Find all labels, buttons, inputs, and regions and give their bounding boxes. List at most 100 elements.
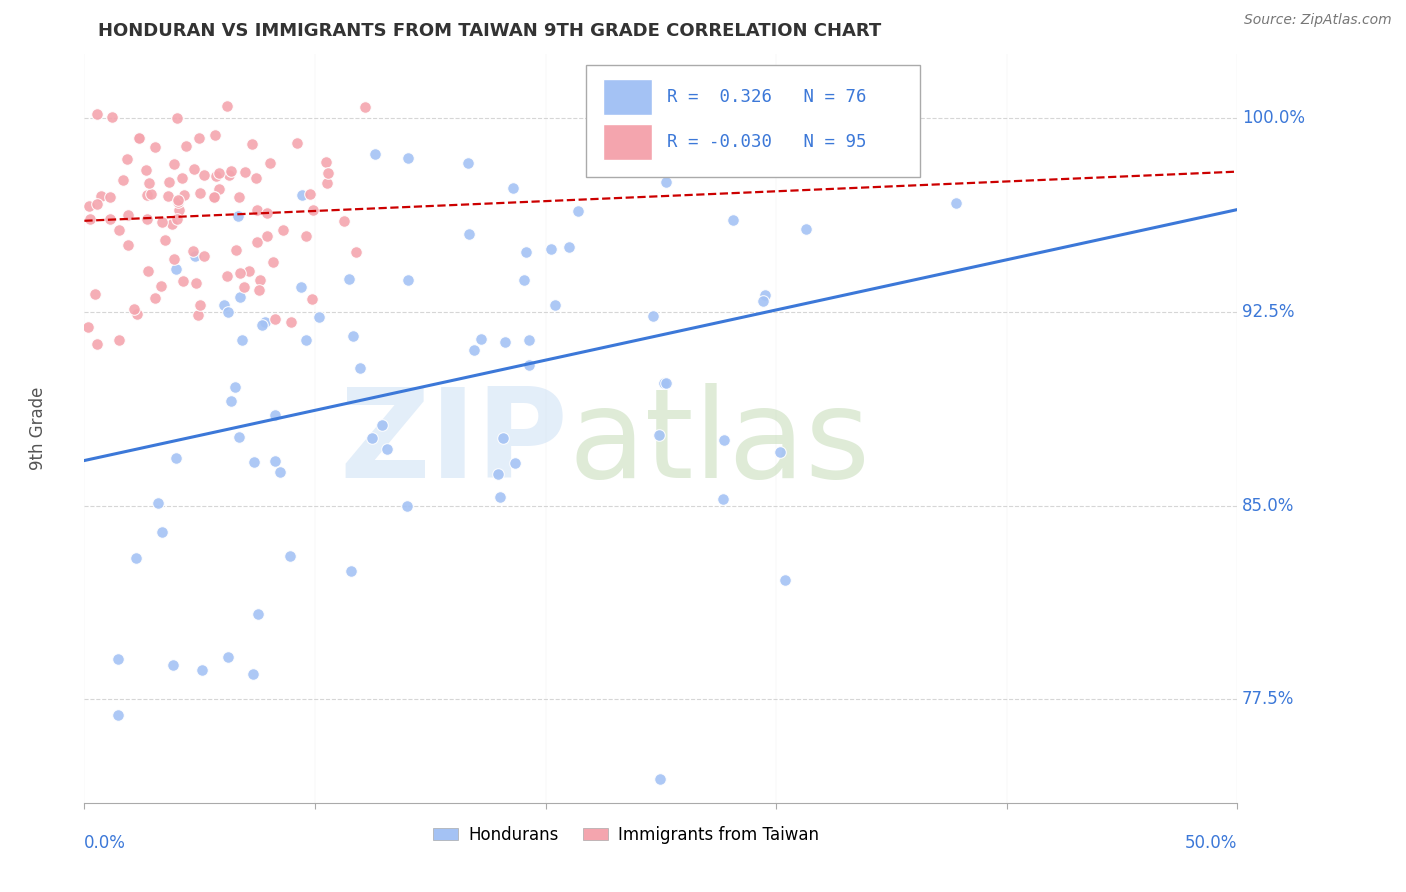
Point: [124, 551, 146, 566]
Point: [150, 279, 173, 293]
Point: [752, 293, 775, 308]
Point: [278, 549, 301, 563]
Point: [295, 228, 318, 243]
Point: [156, 188, 179, 202]
Point: [713, 434, 735, 448]
Point: [269, 465, 291, 479]
Point: [246, 202, 269, 217]
Point: [204, 128, 226, 142]
Text: 100.0%: 100.0%: [1241, 109, 1305, 128]
Text: atlas: atlas: [568, 383, 870, 504]
Point: [225, 244, 247, 258]
Point: [79, 212, 101, 227]
Point: [711, 491, 734, 506]
Point: [769, 445, 792, 459]
Point: [202, 190, 225, 204]
Point: [143, 291, 166, 305]
Point: [176, 139, 198, 153]
Point: [295, 333, 318, 347]
Point: [204, 190, 226, 204]
Text: Source: ZipAtlas.com: Source: ZipAtlas.com: [1244, 13, 1392, 28]
Point: [117, 238, 139, 252]
Point: [208, 166, 231, 180]
Point: [136, 188, 159, 202]
Point: [945, 195, 967, 210]
Point: [256, 229, 278, 244]
Point: [246, 235, 269, 250]
Point: [229, 290, 252, 304]
Point: [111, 173, 134, 187]
Point: [224, 380, 246, 394]
Point: [290, 280, 312, 294]
Point: [150, 524, 173, 539]
Point: [138, 264, 160, 278]
Point: [115, 152, 138, 166]
Point: [344, 244, 367, 259]
Text: 77.5%: 77.5%: [1241, 690, 1295, 708]
Point: [128, 131, 150, 145]
Point: [544, 297, 567, 311]
Point: [208, 182, 231, 196]
Point: [243, 455, 266, 469]
Point: [219, 163, 242, 178]
Point: [107, 333, 129, 347]
Point: [342, 329, 364, 343]
Point: [167, 195, 190, 210]
Point: [515, 245, 537, 260]
Point: [486, 467, 509, 481]
Point: [86, 337, 108, 351]
Point: [150, 215, 173, 229]
Point: [181, 244, 204, 259]
Point: [173, 187, 195, 202]
Point: [517, 333, 540, 347]
Point: [259, 155, 281, 169]
Point: [233, 165, 256, 179]
Point: [146, 496, 169, 510]
Point: [503, 456, 526, 470]
Point: [170, 171, 193, 186]
Point: [163, 157, 186, 171]
Point: [166, 111, 188, 125]
Point: [773, 573, 796, 587]
Point: [567, 204, 589, 219]
Point: [396, 500, 419, 514]
Point: [193, 168, 215, 182]
Point: [139, 186, 162, 201]
Point: [98, 211, 121, 226]
Point: [247, 283, 270, 297]
Point: [354, 100, 377, 114]
Point: [254, 315, 277, 329]
Point: [316, 166, 339, 180]
Text: 85.0%: 85.0%: [1241, 497, 1295, 515]
Point: [492, 431, 515, 445]
Point: [249, 273, 271, 287]
Point: [557, 240, 579, 254]
Point: [652, 376, 675, 391]
Text: ZIP: ZIP: [340, 383, 568, 504]
Point: [143, 140, 166, 154]
Point: [252, 318, 274, 332]
Point: [540, 242, 562, 256]
Text: 9th Grade: 9th Grade: [30, 386, 48, 470]
Point: [218, 168, 240, 182]
Point: [165, 261, 187, 276]
Point: [285, 136, 308, 151]
Text: 92.5%: 92.5%: [1241, 303, 1295, 321]
Point: [217, 649, 239, 664]
Point: [298, 187, 321, 202]
Point: [375, 442, 398, 456]
Point: [86, 107, 108, 121]
Point: [256, 206, 278, 220]
Point: [128, 130, 150, 145]
Point: [470, 332, 492, 346]
Point: [219, 394, 242, 409]
Point: [494, 335, 516, 350]
Text: R = -0.030   N = 95: R = -0.030 N = 95: [666, 133, 866, 151]
Point: [90, 188, 112, 202]
Point: [162, 657, 184, 672]
Point: [240, 137, 263, 152]
Text: HONDURAN VS IMMIGRANTS FROM TAIWAN 9TH GRADE CORRELATION CHART: HONDURAN VS IMMIGRANTS FROM TAIWAN 9TH G…: [98, 22, 882, 40]
Point: [172, 274, 194, 288]
Point: [125, 308, 148, 322]
Point: [332, 214, 354, 228]
